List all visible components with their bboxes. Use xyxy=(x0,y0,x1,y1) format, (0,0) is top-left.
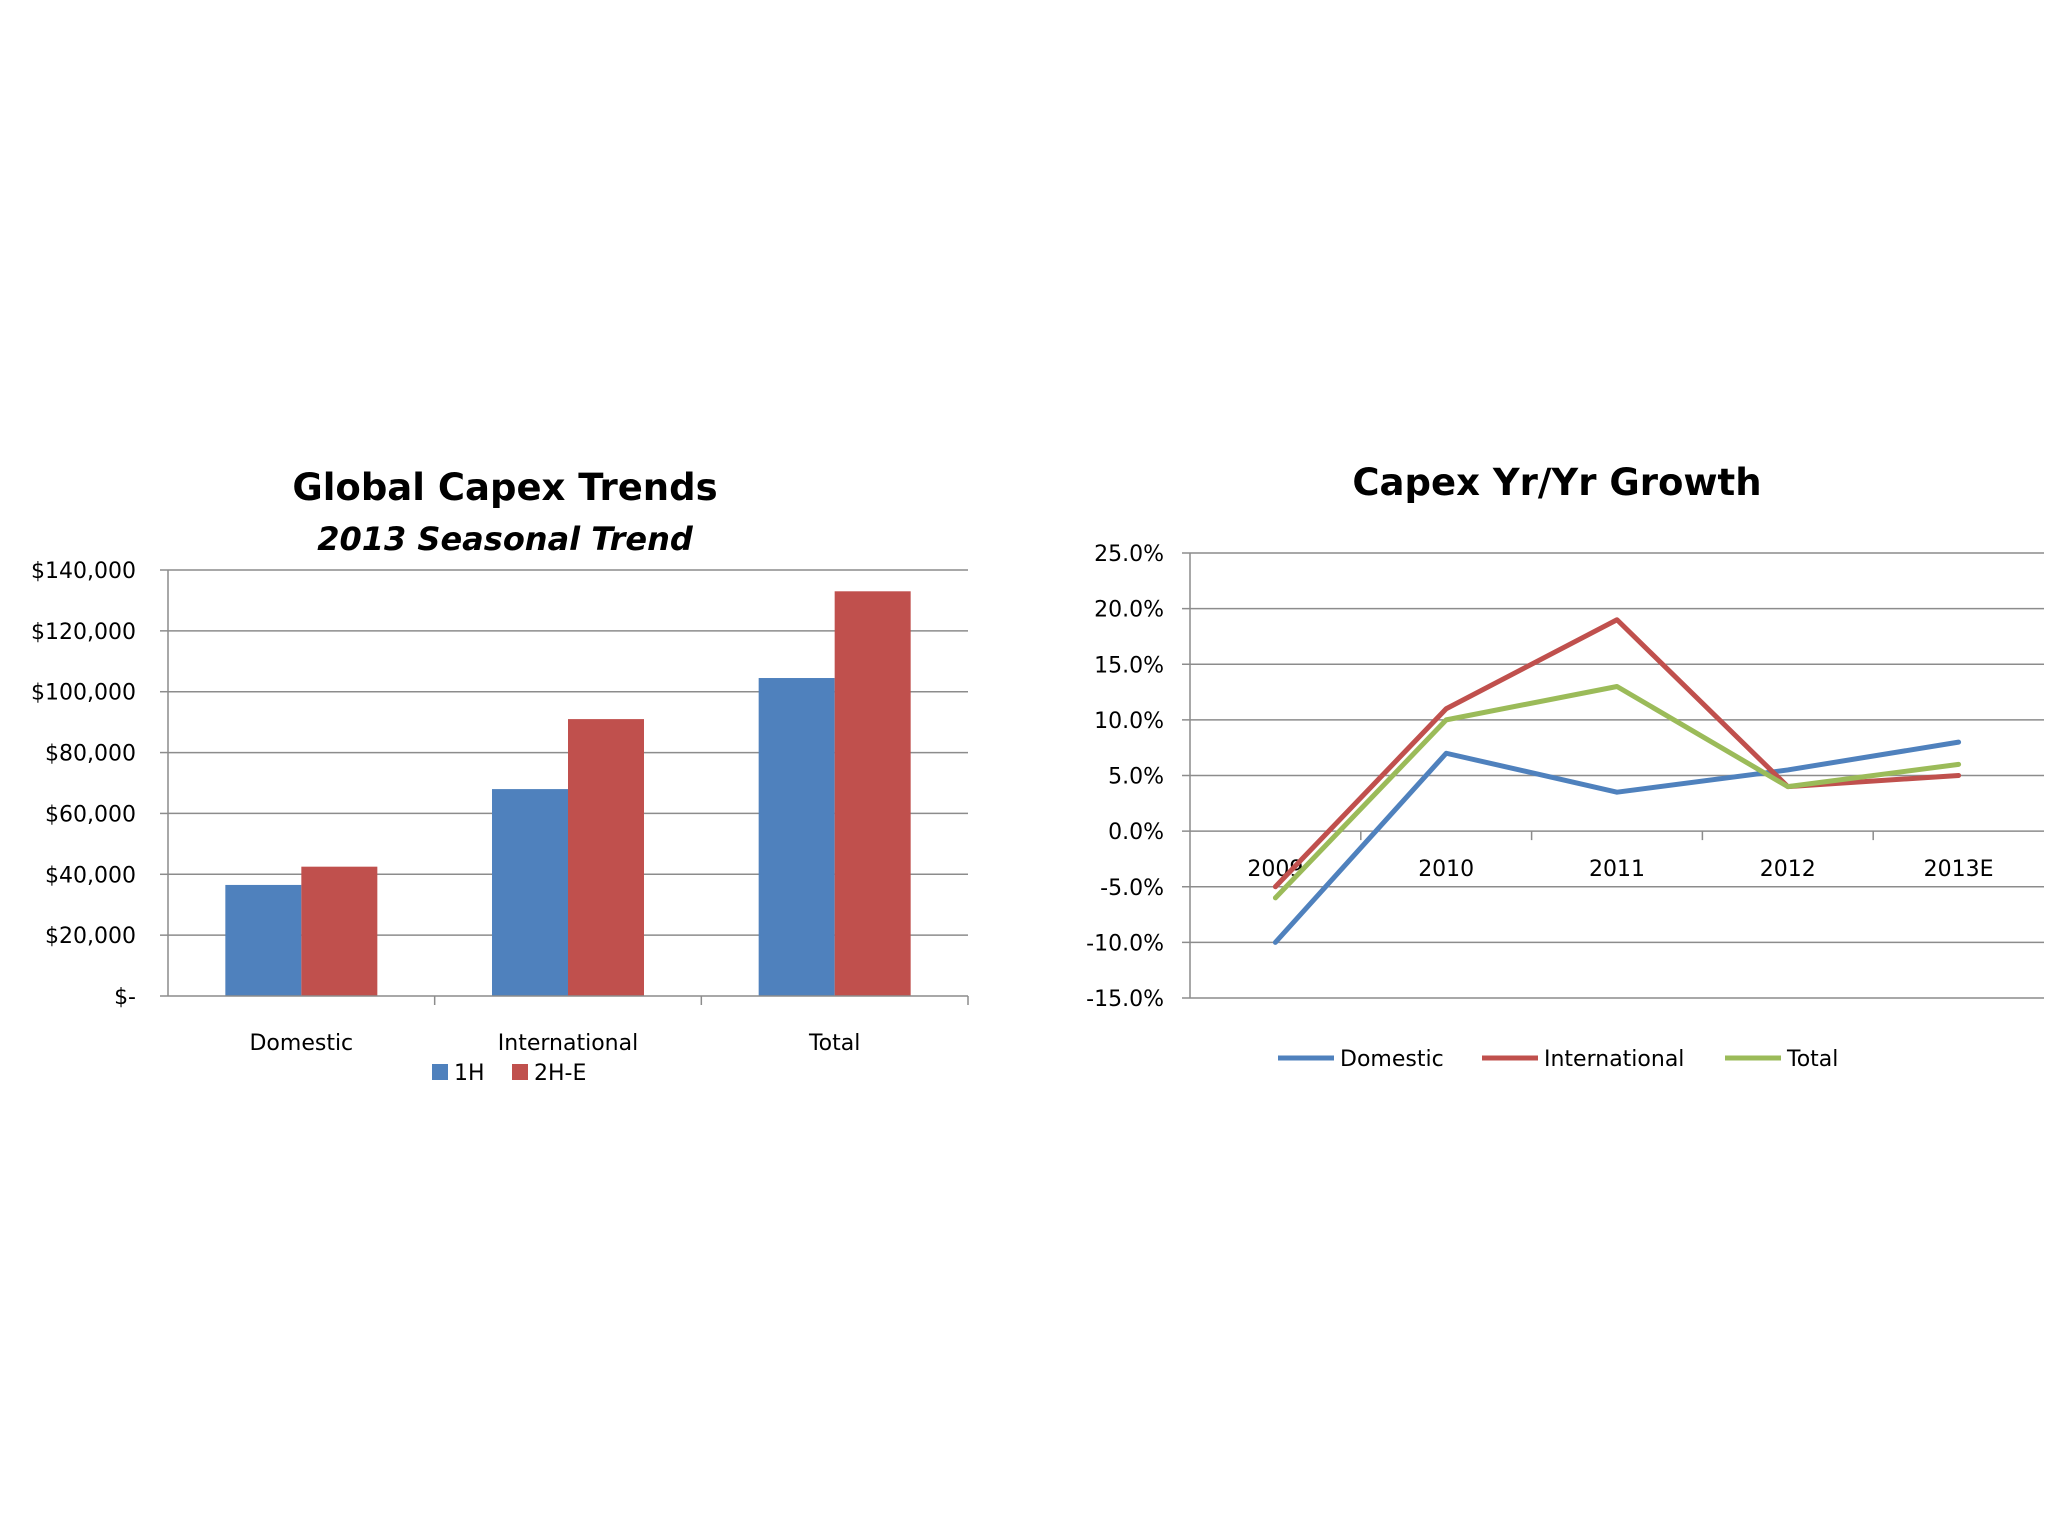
bar-chart-bars xyxy=(225,591,911,996)
bar-chart-x-tick-labels: Domestic International Total xyxy=(249,1031,860,1056)
bar-y-tick-label: $80,000 xyxy=(45,742,136,767)
bar-x-tick-label: International xyxy=(498,1031,638,1056)
bar-chart-axes xyxy=(167,570,969,1005)
line-chart-x-tick-labels: 2009 2010 2011 2012 2013E xyxy=(1247,857,1993,882)
legend-label-total: Total xyxy=(1786,1047,1838,1072)
legend-swatch-1h xyxy=(432,1064,448,1080)
bar-chart-title: Global Capex Trends xyxy=(292,466,717,509)
line-chart-legend: Domestic International Total xyxy=(1278,1047,1838,1072)
bar-y-tick-label: $40,000 xyxy=(45,863,136,888)
line-x-tick-label: 2013E xyxy=(1924,857,1994,882)
legend-label-international: International xyxy=(1544,1047,1684,1072)
line-y-tick-label: 10.0% xyxy=(1094,709,1164,734)
line-chart-title: Capex Yr/Yr Growth xyxy=(1352,461,1761,504)
line-chart-gridlines xyxy=(1182,552,2044,999)
line-chart: Capex Yr/Yr Growth -15.0% -10.0% -5.0% 0.0%… xyxy=(1086,461,2044,1072)
line-y-tick-label: -5.0% xyxy=(1100,876,1164,901)
bar-1h-total xyxy=(758,678,835,996)
line-x-tick-label: 2011 xyxy=(1589,857,1645,882)
bar-y-tick-label: $- xyxy=(114,985,136,1010)
bar-y-tick-label: $20,000 xyxy=(45,924,136,949)
legend-label-2h-e: 2H-E xyxy=(534,1061,586,1086)
line-y-tick-label: -10.0% xyxy=(1086,931,1164,956)
bar-y-tick-label: $140,000 xyxy=(31,559,136,584)
bar-chart: Global Capex Trends 2013 Seasonal Trend … xyxy=(31,466,969,1086)
bar-1h-domestic xyxy=(225,884,302,996)
legend-label-1h: 1H xyxy=(454,1061,485,1086)
bar-2h-e-total xyxy=(834,591,911,996)
line-series-total xyxy=(1272,684,1962,901)
bar-1h-international xyxy=(492,789,568,996)
line-y-tick-label: -15.0% xyxy=(1086,987,1164,1012)
line-chart-y-tick-labels: -15.0% -10.0% -5.0% 0.0% 5.0% 10.0% 15.0% 20.0%… xyxy=(1086,542,1164,1012)
bar-2h-e-domestic xyxy=(301,866,378,996)
line-x-tick-label: 2012 xyxy=(1760,857,1816,882)
legend-label-domestic: Domestic xyxy=(1340,1047,1444,1072)
line-series-domestic xyxy=(1272,739,1962,945)
bar-2h-e-international xyxy=(568,719,644,996)
bar-y-tick-label: $120,000 xyxy=(31,620,136,645)
line-y-tick-label: 15.0% xyxy=(1094,653,1164,678)
line-chart-axes xyxy=(1189,553,2044,998)
line-y-tick-label: 25.0% xyxy=(1094,542,1164,567)
bar-x-tick-label: Domestic xyxy=(249,1031,353,1056)
line-y-tick-label: 20.0% xyxy=(1094,598,1164,623)
bar-chart-legend: 1H 2H-E xyxy=(432,1061,586,1086)
line-series-international xyxy=(1272,617,1962,890)
bar-chart-subtitle: 2013 Seasonal Trend xyxy=(317,520,694,558)
line-y-tick-label: 5.0% xyxy=(1108,765,1164,790)
bar-x-tick-label: Total xyxy=(808,1031,860,1056)
bar-y-tick-label: $100,000 xyxy=(31,681,136,706)
bar-chart-y-tick-labels: $- $20,000 $40,000 $60,000 $80,000 $100,000 $1… xyxy=(31,559,136,1010)
line-y-tick-label: 0.0% xyxy=(1108,820,1164,845)
line-chart-series xyxy=(1272,617,1962,945)
legend-swatch-2h-e xyxy=(512,1064,528,1080)
bar-y-tick-label: $60,000 xyxy=(45,802,136,827)
line-x-tick-label: 2010 xyxy=(1418,857,1474,882)
